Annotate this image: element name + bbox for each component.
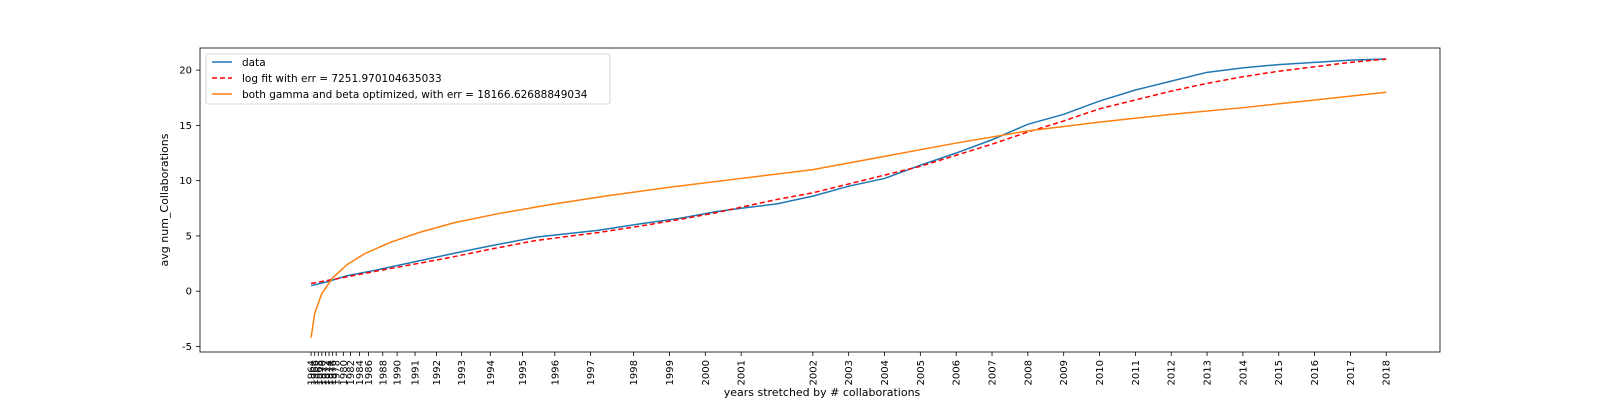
x-tick-label: 1988	[378, 360, 389, 385]
x-tick-label: 2011	[1131, 360, 1142, 385]
x-tick-label: 2017	[1346, 360, 1357, 385]
x-tick-label: 1980	[339, 360, 350, 385]
x-tick-label: 1966	[310, 360, 321, 385]
x-tick-label: 1970	[317, 360, 328, 385]
x-tick-label: 2008	[1023, 360, 1034, 385]
legend-label-gamma-beta: both gamma and beta optimized, with err …	[242, 89, 588, 101]
y-tick-label: 0	[186, 287, 192, 298]
x-tick-label: 1995	[518, 360, 529, 385]
x-tick-label: 1974	[325, 360, 336, 385]
x-tick-label: 2004	[880, 360, 891, 385]
series-line-gamma-beta	[310, 91, 1387, 338]
y-tick-label: 5	[186, 231, 192, 242]
x-tick-label: 2000	[701, 360, 712, 385]
x-tick-label: 1996	[550, 360, 561, 385]
y-tick-label: -5	[182, 342, 192, 353]
x-tick-label: 2018	[1382, 360, 1393, 385]
legend: data log fit with err = 7251.97010463503…	[205, 53, 611, 105]
legend-box	[205, 53, 611, 105]
x-tick-label: 1997	[586, 360, 597, 385]
x-tick-label: 2016	[1310, 360, 1321, 385]
x-tick-label: 1972	[321, 360, 332, 385]
y-tick-label: 10	[179, 176, 192, 187]
x-tick-label: 2015	[1274, 360, 1285, 385]
x-tick-label: 2001	[737, 360, 748, 385]
y-tick-label: 15	[179, 121, 192, 132]
x-tick-label: 1992	[432, 360, 443, 385]
x-tick-label: 1982	[346, 360, 357, 385]
y-tick-label: 20	[179, 66, 192, 77]
series-line-data	[310, 58, 1387, 287]
x-tick-label: 2003	[844, 360, 855, 385]
x-tick-label: 2005	[916, 360, 927, 385]
x-tick-label: 1998	[629, 360, 640, 385]
series-layer	[310, 58, 1387, 338]
legend-label-data: data	[242, 57, 266, 69]
y-axis: -5 0 5 10 15 20	[179, 66, 200, 353]
x-tick-label: 1978	[332, 360, 343, 385]
x-tick-label: 2002	[808, 360, 819, 385]
x-tick-label: 2012	[1167, 360, 1178, 385]
x-tick-label: 1964	[307, 360, 318, 385]
x-tick-label: 2009	[1059, 360, 1070, 385]
x-tick-label: 2014	[1238, 360, 1249, 385]
x-tick-label: 1990	[393, 360, 404, 385]
series-line-log-fit	[310, 58, 1387, 285]
x-tick-label: 1991	[411, 360, 422, 385]
x-tick-label: 2013	[1203, 360, 1214, 385]
x-tick-label: 2007	[988, 360, 999, 385]
x-tick-label: 1993	[457, 360, 468, 385]
x-tick-label: 1984	[355, 360, 366, 385]
x-tick-label: 1986	[364, 360, 375, 385]
x-tick-label: 1976	[328, 360, 339, 385]
x-axis: 1964196619681970197219741976197819801982…	[307, 352, 1393, 385]
x-axis-label: years stretched by # collaborations	[724, 386, 921, 399]
x-tick-label: 1968	[314, 360, 325, 385]
x-tick-label: 1999	[665, 360, 676, 385]
legend-label-log-fit: log fit with err = 7251.970104635033	[242, 73, 442, 85]
y-axis-label: avg num_Collaborations	[158, 133, 171, 266]
x-tick-label: 2006	[952, 360, 963, 385]
x-tick-label: 2010	[1095, 360, 1106, 385]
plot-frame	[199, 47, 1441, 353]
x-tick-label: 1994	[486, 360, 497, 385]
